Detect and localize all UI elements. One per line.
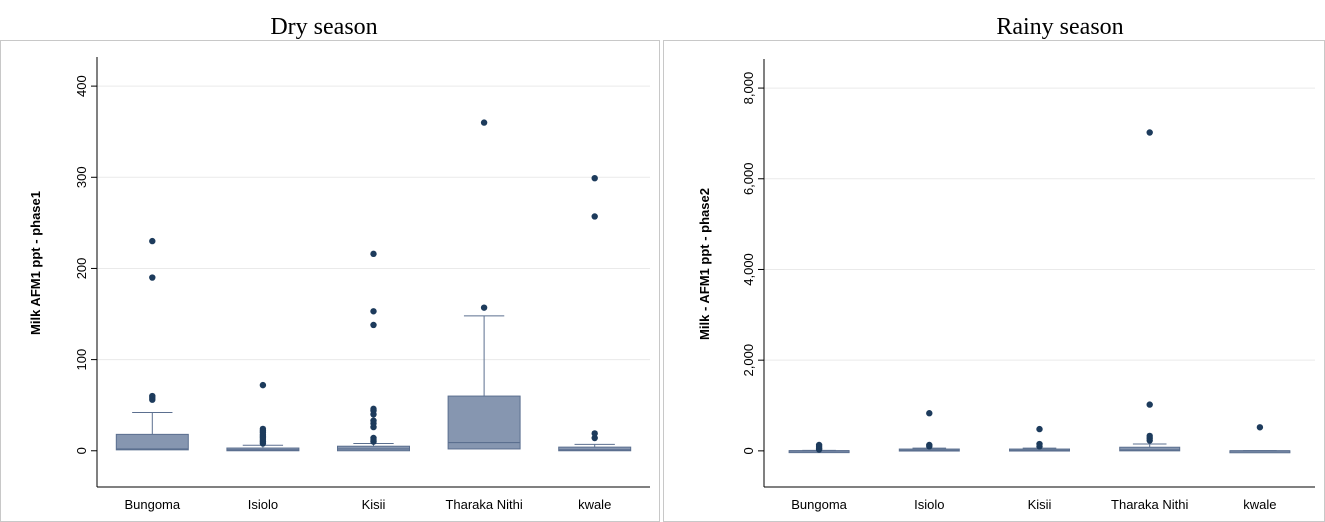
category-label: kwale: [1243, 497, 1276, 512]
y-tick-label: 300: [74, 166, 89, 188]
outlier-point: [1146, 129, 1153, 136]
outlier-point: [1146, 432, 1153, 440]
category-label: Kisii: [362, 497, 386, 512]
outlier-point: [149, 237, 156, 245]
rainy-season-box-plot: 0 2,000 4,000 6,000 8,000 Milk - AFM1 ppt - p…: [663, 40, 1325, 522]
box-kwale: [558, 174, 632, 452]
outlier-point: [1146, 401, 1153, 408]
y-tick-label: 100: [74, 349, 89, 371]
outlier-point: [591, 430, 598, 437]
outlier-point: [591, 174, 598, 182]
outlier-point: [1036, 425, 1043, 433]
outlier-point: [259, 381, 267, 389]
outlier-point: [370, 321, 377, 329]
right-chart-title: Rainy season: [996, 14, 1124, 40]
box-isiolo: [226, 381, 300, 452]
dry-season-box-plot: 0 100 200 300 400 Milk AFM1 ppt - phase1 Bungo…: [0, 40, 660, 522]
y-tick-label: 6,000: [741, 162, 756, 195]
box-isiolo: [898, 410, 960, 452]
box-bungoma: [115, 237, 189, 451]
outlier-point: [370, 417, 377, 424]
y-axis-title: Milk AFM1 ppt - phase1: [28, 191, 43, 335]
y-tick-label: 0: [741, 447, 756, 454]
box-kwale: [1229, 424, 1291, 454]
category-label: Tharaka Nithi: [445, 497, 522, 512]
iqr-box: [1119, 446, 1181, 452]
outlier-point: [480, 119, 488, 126]
category-label: Isiolo: [248, 497, 278, 512]
box-tharaka-nithi: [1119, 129, 1181, 452]
box-bungoma: [788, 441, 850, 454]
outlier-point: [1256, 424, 1264, 431]
y-tick-label: 4,000: [741, 253, 756, 286]
outlier-point: [370, 434, 377, 442]
outlier-point: [926, 441, 933, 449]
outlier-point: [149, 274, 156, 281]
y-tick-label: 400: [74, 75, 89, 97]
outlier-point: [259, 425, 267, 433]
category-label: Bungoma: [124, 497, 180, 512]
outlier-point: [370, 405, 377, 413]
y-tick-label: 2,000: [741, 344, 756, 377]
outlier-point: [591, 434, 598, 442]
outlier-point: [591, 213, 598, 220]
category-label: Kisii: [1028, 497, 1052, 512]
outlier-point: [480, 304, 488, 311]
outlier-point: [926, 410, 933, 417]
iqr-box: [558, 446, 632, 452]
outlier-point: [149, 392, 156, 400]
left-chart-title: Dry season: [270, 14, 378, 40]
outlier-point: [1036, 440, 1043, 448]
y-tick-label: 8,000: [741, 72, 756, 105]
category-label: Isiolo: [914, 497, 944, 512]
panel-frame: [663, 40, 1325, 522]
panel-frame: [0, 40, 660, 522]
outlier-point: [370, 250, 377, 258]
category-label: Tharaka Nithi: [1111, 497, 1188, 512]
category-label: kwale: [578, 497, 611, 512]
y-tick-label: 200: [74, 258, 89, 280]
iqr-box: [447, 395, 521, 450]
outlier-point: [815, 441, 823, 449]
iqr-box: [115, 433, 189, 451]
y-axis-title: Milk - AFM1 ppt - phase2: [697, 188, 712, 340]
box-tharaka-nithi: [447, 119, 521, 450]
box-kisii: [1009, 425, 1070, 452]
outlier-point: [370, 308, 377, 315]
box-kisii: [337, 250, 410, 452]
category-label: Bungoma: [791, 497, 847, 512]
y-tick-label: 0: [74, 447, 89, 454]
